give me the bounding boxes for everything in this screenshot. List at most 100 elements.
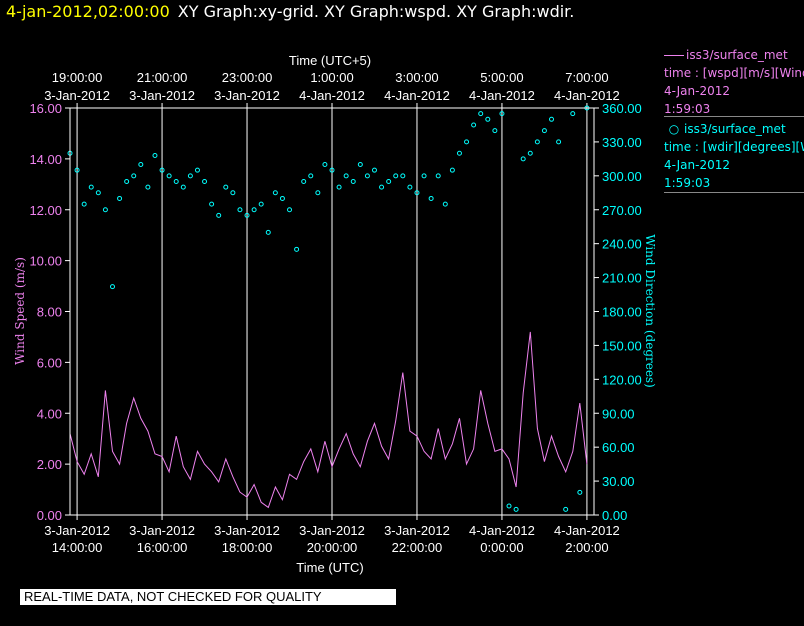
x-tick-label-time: 20:00:00 — [307, 540, 358, 555]
wdir-point — [180, 184, 186, 190]
wdir-point — [173, 178, 179, 184]
x-tick-label-date: 4-Jan-2012 — [554, 523, 620, 538]
wdir-point — [287, 207, 293, 213]
wdir-point — [556, 139, 562, 145]
wdir-point — [379, 184, 385, 190]
wdir-point — [117, 195, 123, 201]
legend-wdir: ○ iss3/surface_met time : [wdir][degrees]… — [664, 120, 804, 192]
y-right-tick-label: 180.00 — [602, 305, 642, 320]
wdir-point — [506, 503, 512, 509]
wdir-point — [534, 139, 540, 145]
legend-wdir-name: iss3/surface_met — [684, 122, 786, 136]
wdir-point — [81, 201, 87, 207]
y-left-tick-label: 12.00 — [29, 203, 62, 218]
wdir-point — [308, 173, 314, 179]
y-left-tick-label: 0.00 — [37, 508, 62, 523]
bottom-axis-label: Time (UTC) — [296, 560, 363, 575]
wdir-point — [336, 184, 342, 190]
wdir-point — [258, 201, 264, 207]
wdir-point — [357, 162, 363, 168]
legend-wspd: iss3/surface_met time : [wspd][m/s][Wind… — [664, 46, 804, 118]
y-right-tick-label: 360.00 — [602, 101, 642, 116]
wdir-point — [400, 173, 406, 179]
wdir-point — [541, 128, 547, 134]
wdir-point — [577, 489, 583, 495]
wdir-point — [209, 201, 215, 207]
wdir-point — [456, 150, 462, 156]
y-left-tick-label: 6.00 — [37, 355, 62, 370]
plot-frame — [69, 107, 595, 516]
wdir-series — [67, 105, 590, 512]
top-tick-label-date: 4-Jan-2012 — [299, 88, 365, 103]
x-tick-label-time: 22:00:00 — [392, 540, 443, 555]
header-graph-titles: XY Graph:xy-grid. XY Graph:wspd. XY Grap… — [177, 2, 575, 21]
legend-wspd-time: 1:59:03 — [664, 102, 711, 116]
top-tick-label-time: 7:00:00 — [565, 70, 608, 85]
legend-wspd-date: 4-Jan-2012 — [664, 84, 730, 98]
wdir-point — [520, 156, 526, 162]
y-right-tick-label: 210.00 — [602, 271, 642, 286]
top-axis-label: Time (UTC+5) — [289, 53, 371, 68]
legend-wdir-var: time : [wdir][degrees][W — [664, 140, 804, 154]
x-tick-label-date: 4-Jan-2012 — [469, 523, 535, 538]
left-axis-label: Wind Speed (m/s) — [13, 257, 27, 365]
wdir-point — [223, 184, 229, 190]
grid-lines — [76, 108, 588, 515]
wspd-series-line — [69, 331, 588, 509]
wdir-point — [279, 195, 285, 201]
y-right-tick-label: 330.00 — [602, 135, 642, 150]
y-right-tick-label: 90.00 — [602, 406, 635, 421]
wdir-point — [350, 178, 356, 184]
wdir-point — [187, 173, 193, 179]
y-right-tick-label: 0.00 — [602, 508, 627, 523]
wdir-point — [159, 167, 165, 173]
y-left-tick-label: 8.00 — [37, 305, 62, 320]
wdir-point — [74, 167, 80, 173]
wdir-point — [343, 173, 349, 179]
legend-wdir-date: 4-Jan-2012 — [664, 158, 730, 172]
wdir-point — [202, 178, 208, 184]
circle-marker-icon: ○ — [668, 122, 680, 136]
legend-wdir-time: 1:59:03 — [664, 176, 711, 190]
wdir-point — [194, 167, 200, 173]
wdir-point — [272, 190, 278, 196]
wdir-point — [371, 167, 377, 173]
wdir-point — [364, 173, 370, 179]
top-tick-label-time: 1:00:00 — [310, 70, 353, 85]
wdir-point — [393, 173, 399, 179]
y-left-tick-label: 10.00 — [29, 254, 62, 269]
top-tick-label-date: 4-Jan-2012 — [384, 88, 450, 103]
wdir-point — [102, 207, 108, 213]
top-tick-label-time: 21:00:00 — [137, 70, 188, 85]
top-tick-label-date: 4-Jan-2012 — [554, 88, 620, 103]
legend-wspd-name: iss3/surface_met — [686, 48, 788, 62]
wdir-point — [435, 173, 441, 179]
y-right-tick-label: 300.00 — [602, 169, 642, 184]
header-time: 4-jan-2012,02:00:00 — [6, 2, 170, 21]
y-left-tick-label: 16.00 — [29, 101, 62, 116]
wdir-point — [322, 162, 328, 168]
wdir-point — [95, 190, 101, 196]
wdir-point — [216, 212, 222, 218]
top-tick-label-time: 19:00:00 — [52, 70, 103, 85]
wdir-point — [152, 152, 158, 158]
wdir-point — [88, 184, 94, 190]
wdir-point — [527, 150, 533, 156]
y-left-tick-label: 2.00 — [37, 457, 62, 472]
legend-divider — [664, 116, 804, 117]
wdir-point — [485, 116, 491, 122]
wdir-point — [513, 506, 519, 512]
wdir-point — [428, 195, 434, 201]
y-right-tick-label: 270.00 — [602, 203, 642, 218]
top-tick-label-date: 3-Jan-2012 — [129, 88, 195, 103]
wdir-point — [464, 139, 470, 145]
x-tick-label-time: 2:00:00 — [565, 540, 608, 555]
x-tick-label-time: 18:00:00 — [222, 540, 273, 555]
wdir-point — [315, 190, 321, 196]
x-tick-label-date: 3-Jan-2012 — [129, 523, 195, 538]
top-tick-label-time: 5:00:00 — [480, 70, 523, 85]
wdir-point — [251, 207, 257, 213]
wdir-point — [570, 111, 576, 117]
wdir-point — [265, 229, 271, 235]
top-tick-label-date: 4-Jan-2012 — [469, 88, 535, 103]
